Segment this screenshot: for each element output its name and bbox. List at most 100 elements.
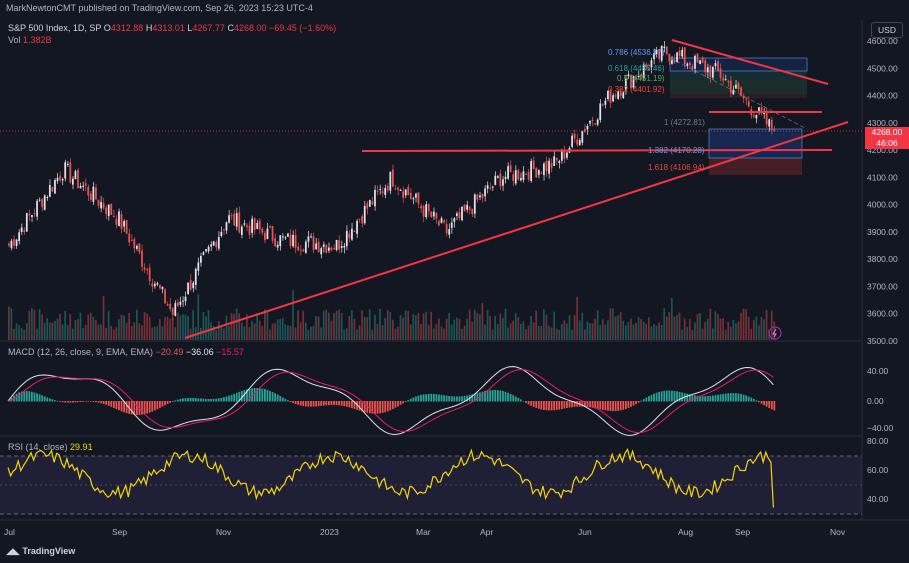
candle-body xyxy=(317,241,320,253)
volume-bar xyxy=(727,321,730,340)
candle-body xyxy=(632,76,635,88)
volume-bar xyxy=(61,324,64,340)
candle-body xyxy=(61,179,64,181)
candle-body xyxy=(581,130,584,143)
volume-bar xyxy=(325,309,328,340)
volume-bar xyxy=(66,325,69,340)
macd-hist-bar xyxy=(509,393,512,402)
volume-bar xyxy=(376,324,379,340)
candle-body xyxy=(486,185,489,189)
volume-bar xyxy=(712,328,714,340)
macd-hist-bar xyxy=(261,388,264,402)
volume-bar xyxy=(540,326,543,340)
volume-bar xyxy=(499,313,502,340)
tradingview-logo[interactable]: ◢◣ TradingView xyxy=(6,546,75,557)
volume-bar xyxy=(599,325,602,340)
macd-hist-bar xyxy=(566,401,568,409)
candle-body xyxy=(84,183,87,186)
price-axis-ticks: 4600.00 4500.00 4400.00 4300.00 4200.00 4100.… xyxy=(867,36,898,346)
candle-body xyxy=(10,240,13,249)
candle-body xyxy=(143,267,146,270)
macd-hist-bar xyxy=(461,396,463,402)
candle-body xyxy=(596,119,599,125)
candle-body xyxy=(156,283,159,285)
volume-bar xyxy=(443,328,445,340)
macd-line xyxy=(7,366,774,436)
currency-button[interactable]: USD xyxy=(871,22,903,38)
volume-bar xyxy=(683,318,686,340)
volume-bar xyxy=(763,319,765,340)
candle-body xyxy=(737,83,740,90)
candle-body xyxy=(760,107,763,114)
macd-hist-bar xyxy=(571,401,573,408)
candle-body xyxy=(100,201,102,209)
candle-body xyxy=(59,175,61,181)
volume-bar xyxy=(773,321,776,340)
macd-hist-bar xyxy=(491,389,494,402)
macd-hist-bar xyxy=(171,401,174,402)
candle-body xyxy=(361,216,364,224)
candle-body xyxy=(169,303,172,310)
volume-bar xyxy=(187,315,189,340)
macd-hist-bar xyxy=(555,401,558,410)
macd-hist-bar xyxy=(438,394,440,402)
macd-hist-bar xyxy=(161,401,164,407)
candle-body xyxy=(494,175,497,186)
volume-value: 1.382B xyxy=(23,35,52,45)
candle-body xyxy=(23,230,26,233)
macd-hist-bar xyxy=(256,387,259,402)
macd-hist-bar xyxy=(758,401,760,403)
macd-hist-bar xyxy=(48,398,51,402)
macd-hist-bar xyxy=(243,390,246,402)
macd-hist-bar xyxy=(363,401,366,413)
candle-body xyxy=(573,133,576,139)
macd-hist-bar xyxy=(312,401,315,407)
candle-body xyxy=(463,204,466,212)
volume-bar xyxy=(496,324,499,340)
volume-bar xyxy=(668,312,671,340)
fib-level-label: 1.618 (4106.94) xyxy=(648,163,705,172)
symbol-name[interactable]: S&P 500 Index, 1D, SP xyxy=(8,23,102,33)
volume-bar xyxy=(696,313,699,340)
volume-bar xyxy=(724,329,727,340)
candle-body xyxy=(729,80,732,93)
macd-hist-bar xyxy=(466,395,468,402)
volume-bar xyxy=(345,328,348,340)
macd-hist-bar xyxy=(333,401,335,405)
candle-body xyxy=(402,191,404,198)
macd-hist-bar xyxy=(97,401,100,403)
volume-bar xyxy=(750,328,753,340)
volume-bar xyxy=(663,308,666,340)
candle-body xyxy=(594,123,596,125)
volume-bar xyxy=(445,318,448,340)
candle-body xyxy=(704,60,707,73)
macd-hist-bar xyxy=(637,401,640,403)
candle-body xyxy=(673,59,676,63)
macd-hist-bar xyxy=(489,390,492,402)
candle-body xyxy=(82,185,84,187)
volume-bar xyxy=(338,309,340,340)
macd-hist-bar xyxy=(601,401,604,410)
candle-body xyxy=(189,279,192,290)
candle-body xyxy=(107,204,110,217)
candle-body xyxy=(210,244,212,247)
candle-body xyxy=(512,174,515,181)
candle-body xyxy=(48,185,51,197)
volume-bar xyxy=(374,314,376,340)
macd-hist-bar xyxy=(41,395,44,402)
candle-body xyxy=(46,196,49,198)
candle-body xyxy=(386,185,389,191)
volume-bar xyxy=(284,324,287,340)
fib-labels: 0.786 (4536.17) 0.618 (4485.46)0.5 (4451.… xyxy=(608,48,705,172)
macd-hist-bar xyxy=(402,401,404,404)
volume-bar xyxy=(760,316,763,340)
macd-hist-bar xyxy=(456,396,458,402)
volume-bar xyxy=(427,324,430,340)
candle-body xyxy=(223,229,225,231)
volume-bar xyxy=(619,312,622,340)
macd-hist-bar xyxy=(297,401,300,405)
volume-bar xyxy=(563,320,566,340)
macd-hist-bar xyxy=(310,401,312,407)
macd-hist-bar xyxy=(640,400,643,402)
